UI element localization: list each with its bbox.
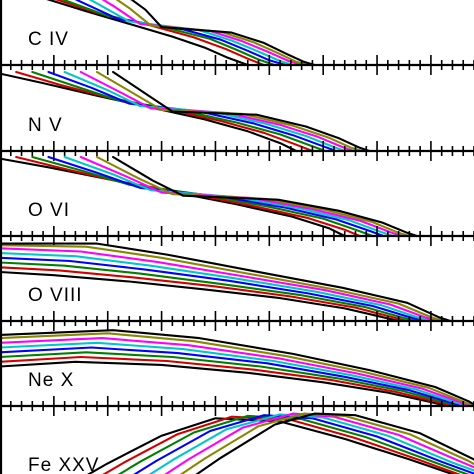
series-line-7 xyxy=(95,155,411,238)
panel-label: O VIII xyxy=(28,285,83,306)
series-line-1 xyxy=(0,157,346,238)
series-line-6 xyxy=(79,70,355,153)
series-line-8 xyxy=(0,242,452,323)
series-line-2 xyxy=(15,155,361,238)
series-line-1 xyxy=(0,270,400,323)
series-line-3 xyxy=(0,261,417,323)
series-line-3 xyxy=(31,70,327,153)
series-line-6 xyxy=(79,155,403,238)
series-line-8 xyxy=(112,155,418,238)
panel-label: N V xyxy=(28,115,63,136)
series-line-7 xyxy=(115,0,310,67)
panel-ne-x: Ne X xyxy=(0,329,474,416)
series-line-3 xyxy=(61,0,276,67)
series-line-7 xyxy=(0,244,445,323)
series-line-5 xyxy=(63,70,346,153)
series-line-4 xyxy=(47,70,338,153)
panel-label: Fe XXV xyxy=(28,455,99,474)
series-line-8 xyxy=(195,412,474,474)
panel-o-viii: O VIII xyxy=(0,242,474,331)
panel-label: O VI xyxy=(28,200,70,221)
series-line-7 xyxy=(95,70,364,153)
panel-fe-xxv: Fe XXV xyxy=(28,412,474,474)
series-line-5 xyxy=(88,0,295,67)
series-line-6 xyxy=(0,337,473,408)
panel-c-iv: C IV xyxy=(0,0,474,75)
series-line-4 xyxy=(133,414,474,474)
series-line-4 xyxy=(47,155,385,238)
series-line-1 xyxy=(0,72,298,153)
panel-label: C IV xyxy=(28,29,69,50)
series-line-4 xyxy=(0,346,465,408)
series-line-3 xyxy=(31,155,374,238)
panel-label: Ne X xyxy=(28,370,74,391)
series-line-1 xyxy=(0,360,449,408)
series-line-3 xyxy=(117,414,470,474)
series-line-5 xyxy=(0,341,469,408)
series-line-2 xyxy=(102,415,461,474)
series-line-8 xyxy=(0,329,474,406)
series-line-8 xyxy=(112,70,371,153)
series-line-5 xyxy=(0,252,432,323)
panel-o-vi: O VI xyxy=(0,155,474,246)
series-line-6 xyxy=(101,0,303,67)
series-line-4 xyxy=(74,0,287,67)
series-line-2 xyxy=(0,266,409,323)
series-line-3 xyxy=(0,351,459,408)
series-line-6 xyxy=(0,247,439,323)
panel-n-v: N V xyxy=(0,70,474,161)
series-line-4 xyxy=(0,256,425,323)
series-line-5 xyxy=(148,413,474,474)
series-line-5 xyxy=(63,155,395,238)
series-line-2 xyxy=(15,70,314,153)
series-line-2 xyxy=(54,0,265,67)
series-line-7 xyxy=(0,332,474,408)
series-line-1 xyxy=(46,0,249,67)
